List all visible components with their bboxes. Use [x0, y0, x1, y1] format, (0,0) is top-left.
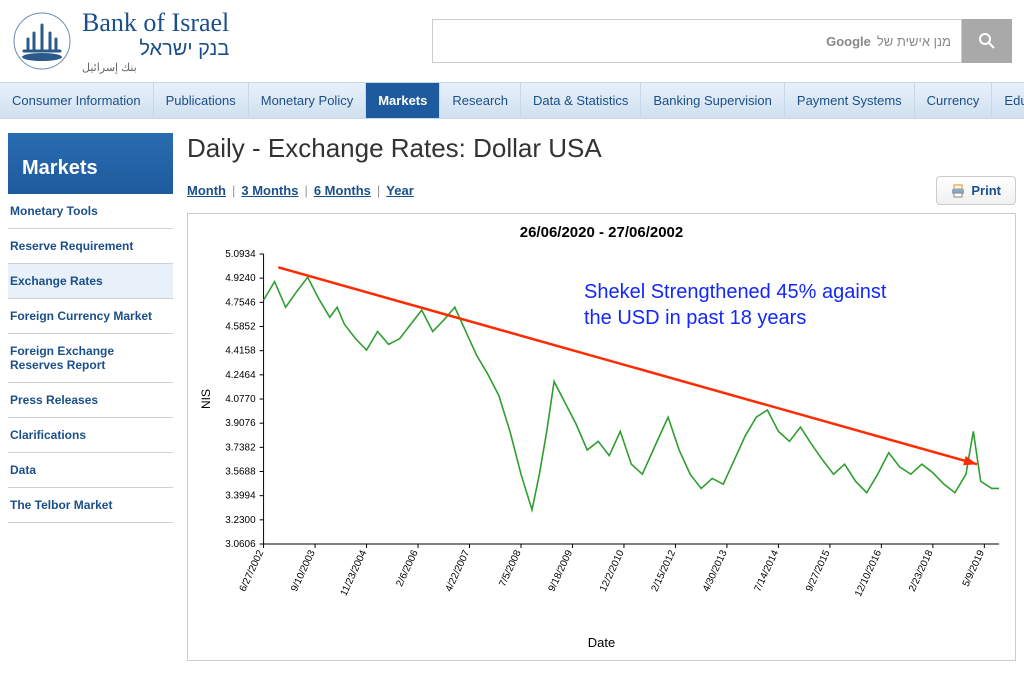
sidebar-item-the-telbor-market[interactable]: The Telbor Market — [8, 488, 173, 523]
svg-text:5.0934: 5.0934 — [225, 249, 256, 260]
nav-tab-education[interactable]: Education — [992, 83, 1024, 118]
print-button[interactable]: Print — [936, 176, 1016, 205]
svg-text:4.0770: 4.0770 — [225, 394, 256, 405]
main-panel: Daily - Exchange Rates: Dollar USA Month… — [187, 133, 1016, 661]
main-nav: Consumer InformationPublicationsMonetary… — [0, 82, 1024, 119]
svg-text:12/10/2016: 12/10/2016 — [853, 548, 884, 598]
svg-text:2/6/2006: 2/6/2006 — [394, 548, 420, 588]
nav-tab-payment-systems[interactable]: Payment Systems — [785, 83, 915, 118]
nav-tab-data-statistics[interactable]: Data & Statistics — [521, 83, 641, 118]
chart-container: 26/06/2020 - 27/06/2002 5.0934 4.9240 4.75… — [187, 213, 1016, 661]
nav-tab-consumer-information[interactable]: Consumer Information — [0, 83, 154, 118]
period-link-3-months[interactable]: 3 Months — [241, 183, 298, 198]
print-label: Print — [971, 183, 1001, 198]
content: Markets Monetary ToolsReserve Requiremen… — [0, 119, 1024, 675]
bank-name-en: Bank of Israel — [82, 8, 229, 38]
svg-text:4.4158: 4.4158 — [225, 346, 256, 357]
svg-text:7/14/2014: 7/14/2014 — [753, 548, 782, 593]
nav-tab-publications[interactable]: Publications — [154, 83, 249, 118]
search-area: Google מנן אישית של — [432, 19, 1012, 63]
svg-text:11/23/2004: 11/23/2004 — [339, 548, 370, 598]
chart-xlabel: Date — [194, 635, 1009, 650]
period-link-6-months[interactable]: 6 Months — [314, 183, 371, 198]
search-brand: Google — [826, 34, 871, 49]
svg-text:12/2/2010: 12/2/2010 — [598, 548, 627, 593]
nav-tab-banking-supervision[interactable]: Banking Supervision — [641, 83, 785, 118]
svg-text:7/5/2008: 7/5/2008 — [497, 548, 523, 588]
period-link-year[interactable]: Year — [386, 183, 413, 198]
nav-tab-monetary-policy[interactable]: Monetary Policy — [249, 83, 366, 118]
bank-name-he: בנק ישראל — [82, 38, 229, 61]
svg-text:3.9076: 3.9076 — [225, 418, 256, 429]
period-links: Month|3 Months|6 Months|Year — [187, 183, 414, 198]
svg-text:NIS: NIS — [199, 389, 213, 409]
search-button[interactable] — [962, 19, 1012, 63]
sidebar-item-foreign-exchange-reserves-report[interactable]: Foreign Exchange Reserves Report — [8, 334, 173, 383]
chart-annotation: Shekel Strengthened 45% against the USD … — [584, 279, 886, 331]
svg-text:9/18/2009: 9/18/2009 — [547, 548, 576, 593]
search-icon — [978, 32, 996, 50]
svg-text:9/10/2003: 9/10/2003 — [289, 548, 318, 593]
svg-text:4.7546: 4.7546 — [225, 297, 256, 308]
svg-text:3.2300: 3.2300 — [225, 515, 256, 526]
svg-text:9/27/2015: 9/27/2015 — [804, 548, 833, 593]
svg-text:4.2464: 4.2464 — [225, 370, 256, 381]
svg-text:3.5688: 3.5688 — [225, 466, 256, 477]
sidebar: Markets Monetary ToolsReserve Requiremen… — [8, 133, 173, 661]
svg-text:3.3994: 3.3994 — [225, 491, 256, 502]
sidebar-item-press-releases[interactable]: Press Releases — [8, 383, 173, 418]
bank-logo — [12, 11, 72, 71]
svg-text:2/15/2012: 2/15/2012 — [650, 548, 679, 593]
header: Bank of Israel בנק ישראל بنك إسرائيل Goo… — [0, 0, 1024, 82]
svg-text:4.5852: 4.5852 — [225, 321, 256, 332]
sidebar-item-exchange-rates[interactable]: Exchange Rates — [8, 264, 173, 299]
print-icon — [951, 184, 965, 198]
sidebar-title: Markets — [8, 133, 173, 194]
nav-tab-research[interactable]: Research — [440, 83, 521, 118]
nav-tab-currency[interactable]: Currency — [915, 83, 993, 118]
search-input[interactable]: Google מנן אישית של — [432, 19, 962, 63]
nav-tab-markets[interactable]: Markets — [366, 83, 440, 118]
sidebar-item-data[interactable]: Data — [8, 453, 173, 488]
chart-title: 26/06/2020 - 27/06/2002 — [194, 224, 1009, 241]
sidebar-item-reserve-requirement[interactable]: Reserve Requirement — [8, 229, 173, 264]
svg-text:5/9/2019: 5/9/2019 — [961, 548, 987, 588]
sidebar-item-foreign-currency-market[interactable]: Foreign Currency Market — [8, 299, 173, 334]
svg-text:3.0606: 3.0606 — [225, 539, 256, 550]
svg-text:3.7382: 3.7382 — [225, 442, 256, 453]
svg-text:4/22/2007: 4/22/2007 — [444, 548, 473, 593]
period-link-month[interactable]: Month — [187, 183, 226, 198]
svg-text:6/27/2002: 6/27/2002 — [238, 548, 267, 593]
search-label: מנן אישית של — [877, 34, 951, 49]
period-bar: Month|3 Months|6 Months|Year Print — [187, 176, 1016, 205]
bank-name-ar: بنك إسرائيل — [82, 61, 229, 74]
logo-area: Bank of Israel בנק ישראל بنك إسرائيل — [12, 8, 229, 74]
sidebar-item-monetary-tools[interactable]: Monetary Tools — [8, 194, 173, 229]
sidebar-item-clarifications[interactable]: Clarifications — [8, 418, 173, 453]
svg-text:4/30/2013: 4/30/2013 — [701, 548, 730, 593]
svg-text:2/23/2018: 2/23/2018 — [907, 548, 936, 593]
svg-text:4.9240: 4.9240 — [225, 273, 256, 284]
page-title: Daily - Exchange Rates: Dollar USA — [187, 133, 1016, 164]
bank-title: Bank of Israel בנק ישראל بنك إسرائيل — [82, 8, 229, 74]
